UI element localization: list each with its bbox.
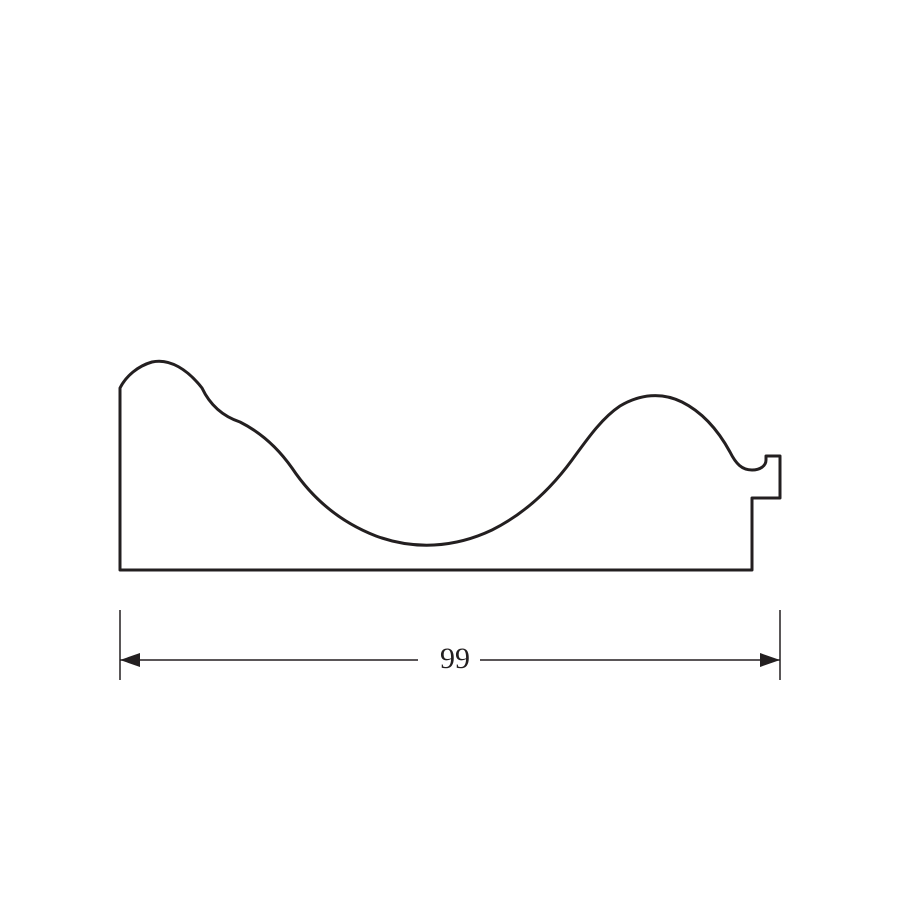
arrowhead-left	[120, 653, 140, 667]
profile-diagram-svg	[0, 0, 900, 900]
dimension-value: 99	[430, 642, 480, 676]
arrowhead-right	[760, 653, 780, 667]
diagram-container: 99	[0, 0, 900, 900]
moulding-profile	[120, 361, 780, 570]
